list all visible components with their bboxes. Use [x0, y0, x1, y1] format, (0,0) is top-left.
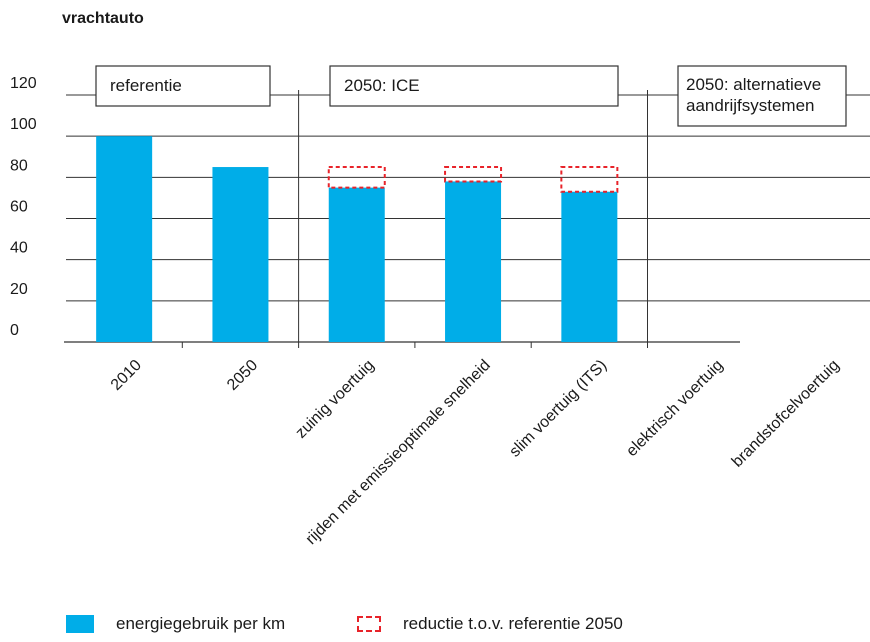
y-tick-40: 40 — [10, 240, 28, 257]
reduction-box-4 — [444, 166, 503, 183]
x-tick-label-7: brandstofcelvoertuig — [729, 357, 843, 471]
group-label-1: referentie — [110, 76, 182, 95]
group-labels: referentie 2050: ICE 2050: alternatieve aan… — [95, 65, 847, 127]
y-tick-0: 0 — [10, 322, 19, 339]
bars — [96, 136, 618, 342]
legend-swatch-energy — [66, 615, 94, 633]
chart-title: vrachtauto — [62, 10, 144, 27]
group-box-1 — [95, 65, 271, 107]
legend-label-energy: energiegebruik per km — [116, 614, 286, 633]
reduction-box-5 — [560, 166, 619, 193]
x-tick-label-5: slim voertuig (ITS) — [506, 357, 610, 461]
bar-1 — [96, 136, 153, 342]
x-tick-label-2: 2050 — [224, 357, 261, 394]
bar-4 — [445, 181, 502, 342]
group-separators — [298, 90, 648, 342]
group-box-2 — [329, 65, 619, 107]
reduction-boxes — [327, 166, 619, 193]
y-tick-100: 100 — [10, 116, 37, 133]
bar-5 — [561, 191, 618, 342]
x-tick-label-3: zuinig voertuig — [293, 357, 378, 442]
x-tick-label-4: rijden met emissieoptimale snelheid — [303, 357, 494, 548]
y-tick-80: 80 — [10, 157, 28, 174]
y-tick-labels: 0 20 40 60 80 100 120 — [10, 75, 37, 339]
reduction-box-3 — [327, 166, 386, 189]
x-tick-label-1: 2010 — [108, 357, 145, 394]
y-tick-60: 60 — [10, 199, 28, 216]
bar-2 — [212, 167, 269, 342]
y-tick-120: 120 — [10, 75, 37, 92]
x-tick-label-6: elektrisch voertuig — [623, 357, 726, 460]
legend-swatch-reduction — [357, 616, 381, 632]
legend-item-energy: energiegebruik per km — [66, 614, 285, 634]
group-label-3: 2050: alternatieve aandrijfsystemen — [686, 75, 821, 115]
y-tick-20: 20 — [10, 281, 28, 298]
group-box-3 — [677, 65, 847, 127]
legend-item-reduction: reductie t.o.v. referentie 2050 — [357, 614, 623, 634]
legend-label-reduction: reductie t.o.v. referentie 2050 — [403, 614, 623, 633]
bar-3 — [328, 187, 385, 342]
group-label-2: 2050: ICE — [344, 76, 420, 95]
